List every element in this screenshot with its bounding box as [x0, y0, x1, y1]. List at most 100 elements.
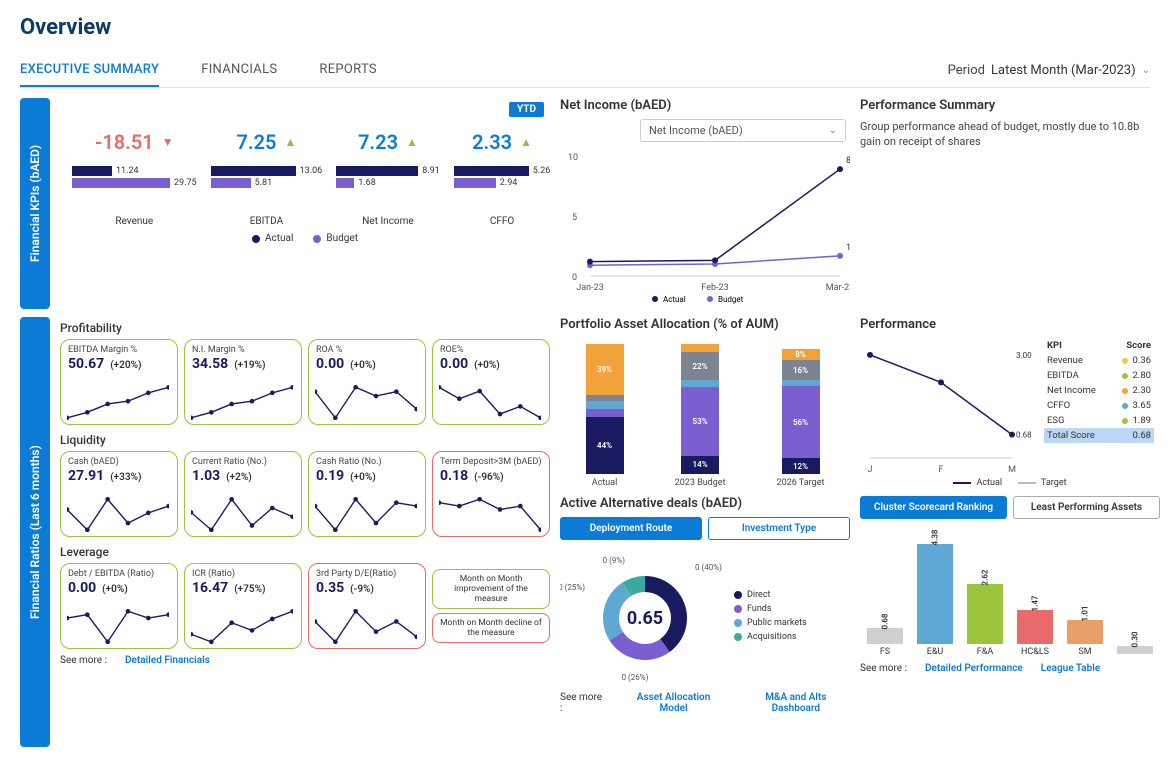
sparkline [439, 496, 541, 532]
svg-text:0.68: 0.68 [1016, 431, 1032, 440]
kpi-card: 2.33 ▲ 5.26 2.94 CFFO [450, 130, 555, 227]
svg-text:5: 5 [572, 213, 577, 223]
kpi-value: 7.25 [236, 130, 276, 154]
svg-text:0: 0 [572, 273, 577, 283]
see-more-label: See more : [560, 692, 605, 714]
svg-text:Budget: Budget [718, 295, 744, 304]
leverage-label: Leverage [60, 545, 550, 559]
svg-text:Mar-23: Mar-23 [826, 283, 850, 293]
sparkline [315, 384, 417, 420]
least-performing-button[interactable]: Least Performing Assets [1013, 496, 1160, 519]
period-selector[interactable]: Period Latest Month (Mar-2023) ⌄ [948, 63, 1150, 78]
legend-bad: Month on Month decline of the measure [432, 613, 550, 643]
triangle-up-icon: ▲ [520, 135, 532, 149]
portfolio-panel: Portfolio Asset Allocation (% of AUM) 44… [560, 317, 850, 747]
legend-good: Month on Month improvement of the measur… [432, 569, 550, 610]
bar-value: 0.68 [880, 614, 889, 630]
bar [967, 584, 1003, 644]
sparkline [67, 608, 169, 644]
stack-segment: 12% [782, 458, 820, 474]
ratio-value: 0.00 [68, 580, 96, 596]
siderail-kpis: Financial KPIs (bAED) [20, 98, 50, 309]
kpi-card: 7.25 ▲ 13.06 5.81 EBITDA [207, 130, 327, 227]
ratio-title: ROA % [316, 345, 418, 355]
net-income-chart: 10 5 0 8.911.68Jan-23Feb-23Mar-23 Actual… [560, 146, 850, 306]
stack-label: 2026 Target [777, 478, 825, 488]
svg-text:0 (26%): 0 (26%) [622, 673, 649, 682]
table-row: Net Income2.30 [1044, 383, 1154, 398]
ratio-card[interactable]: EBITDA Margin % 50.67 (+20%) [60, 339, 178, 425]
ratio-value: 0.18 [440, 468, 468, 484]
net-income-panel: Net Income (bAED) Net Income (bAED) ⌄ 10… [560, 98, 850, 309]
svg-text:Actual: Actual [663, 295, 686, 304]
budget-bar-label: 2.94 [500, 178, 518, 188]
table-total: Total Score0.68 [1044, 428, 1154, 443]
portfolio-see-more: See more : Asset Allocation Model M&A an… [560, 692, 850, 714]
kpi-value: 2.33 [472, 130, 512, 154]
detailed-financials-link[interactable]: Detailed Financials [125, 655, 210, 666]
ratio-card[interactable]: ROE% 0.00 (+0%) [432, 339, 550, 425]
league-table-link[interactable]: League Table [1041, 663, 1100, 674]
ratio-value: 27.91 [68, 468, 104, 484]
asset-allocation-link[interactable]: Asset Allocation Model [623, 692, 723, 714]
ratio-title: Term Deposit>3M (bAED) [440, 457, 542, 467]
detailed-performance-link[interactable]: Detailed Performance [925, 663, 1023, 674]
bar-value: 0.30 [1130, 632, 1139, 648]
ratio-pct: (+19%) [234, 360, 265, 371]
ratio-card[interactable]: ROA % 0.00 (+0%) [308, 339, 426, 425]
ratio-legend: Month on Month improvement of the measur… [432, 563, 550, 649]
donut-chart: 0.650 (40%)0 (9%)0 (25%)0 (26%) [560, 546, 730, 686]
sparkline [67, 496, 169, 532]
stack-column: 44%39% Actual [586, 344, 624, 488]
actual-bar-label: 11.24 [116, 166, 139, 176]
ratio-card[interactable]: Term Deposit>3M (bAED) 0.18 (-96%) [432, 451, 550, 537]
ratio-value: 1.03 [192, 468, 220, 484]
stack-column: 14%53%22% 2023 Budget [675, 344, 726, 488]
stack-label: 2023 Budget [675, 478, 726, 488]
ratio-card[interactable]: N.I. Margin % 34.58 (+19%) [184, 339, 302, 425]
ratio-card[interactable]: Current Ratio (No.) 1.03 (+2%) [184, 451, 302, 537]
ratio-card[interactable]: Debt / EBITDA (Ratio) 0.00 (+0%) [60, 563, 178, 649]
stack-label: Actual [592, 478, 618, 488]
ratio-value: 34.58 [192, 356, 228, 372]
profitability-label: Profitability [60, 321, 550, 335]
budget-bar-label: 29.75 [174, 178, 197, 188]
see-more-label: See more : [60, 655, 107, 666]
bar-column: 4.38 E&U [917, 533, 953, 657]
stack-segment [586, 409, 624, 417]
cluster-scorecard-button[interactable]: Cluster Scorecard Ranking [860, 496, 1007, 519]
stack-segment: 53% [681, 387, 719, 456]
ma-alts-link[interactable]: M&A and Alts Dashboard [742, 692, 850, 714]
svg-text:8.91: 8.91 [846, 156, 850, 166]
bar [867, 628, 903, 644]
svg-text:10: 10 [568, 153, 578, 163]
ratio-title: Cash Ratio (No.) [316, 457, 418, 467]
donut-legend-item: Public markets [734, 618, 807, 628]
svg-text:M: M [1008, 465, 1016, 475]
kpi-label: Revenue [68, 216, 201, 227]
ratio-value: 16.47 [192, 580, 228, 596]
ratio-card[interactable]: ICR (Ratio) 16.47 (+75%) [184, 563, 302, 649]
tab-executive-summary[interactable]: EXECUTIVE SUMMARY [20, 54, 159, 87]
ratio-card[interactable]: Cash Ratio (No.) 0.19 (+0%) [308, 451, 426, 537]
tab-financials[interactable]: FINANCIALS [201, 54, 277, 87]
ratios-panel: Profitability EBITDA Margin % 50.67 (+20… [60, 317, 550, 747]
ratio-value: 0.00 [316, 356, 344, 372]
ratio-pct: (-96%) [474, 472, 503, 483]
legend-actual: Actual [265, 233, 293, 244]
kpi-score-table: KPIScoreRevenue0.36EBITDA2.80Net Income2… [1044, 338, 1154, 478]
bar [917, 544, 953, 644]
net-income-dropdown[interactable]: Net Income (bAED) ⌄ [640, 119, 846, 142]
perf-summary-text: Group performance ahead of budget, mostl… [860, 119, 1160, 150]
bar-column: 0.68 FS [867, 617, 903, 657]
investment-type-button[interactable]: Investment Type [708, 517, 850, 540]
see-more-label: See more : [860, 663, 907, 674]
ratio-title: EBITDA Margin % [68, 345, 170, 355]
ratio-card[interactable]: Cash (bAED) 27.91 (+33%) [60, 451, 178, 537]
ratio-card[interactable]: 3rd Party D/E(Ratio) 0.35 (-9%) [308, 563, 426, 649]
bar-value: 4.38 [930, 530, 939, 546]
ratio-pct: (+0%) [350, 360, 376, 371]
budget-bar-label: 5.81 [255, 178, 273, 188]
deployment-route-button[interactable]: Deployment Route [560, 517, 702, 540]
tab-reports[interactable]: REPORTS [319, 54, 377, 87]
